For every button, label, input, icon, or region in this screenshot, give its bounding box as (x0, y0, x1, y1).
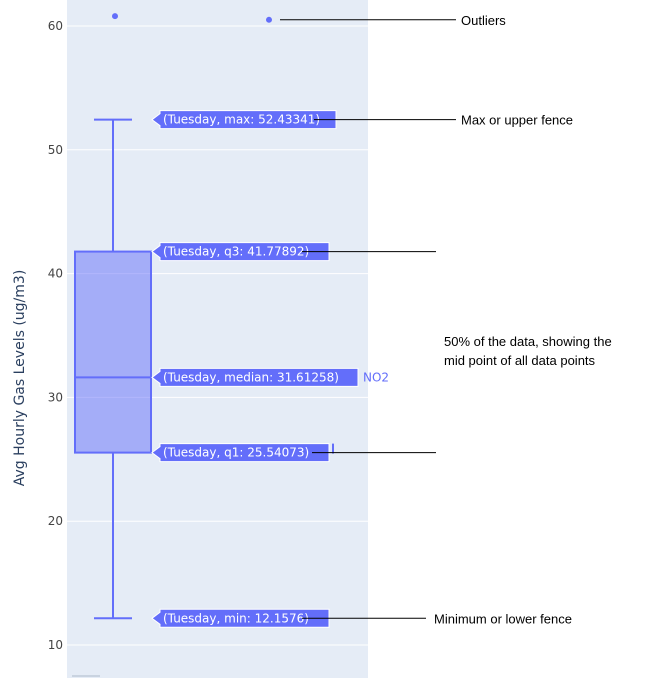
hover-label-text: (Tuesday, q3: 41.77892) (163, 245, 309, 259)
hover-label-text: (Tuesday, q1: 25.54073) (163, 446, 309, 460)
annotation-1: Max or upper fence (314, 113, 573, 128)
series-name-label: NO2 (363, 370, 389, 384)
iqr-box[interactable] (74, 250, 152, 454)
annotations: Outliers Max or upper fence 50% of the dat… (280, 13, 612, 626)
y-tick-label-20: 20 (48, 514, 63, 528)
hover-label-min: (Tuesday, min: 12.1576) (151, 608, 330, 628)
annotation-text: Max or upper fence (461, 113, 573, 128)
hover-label-text: (Tuesday, max: 52.43341) (163, 113, 320, 127)
y-tick-label-30: 30 (48, 390, 63, 404)
hover-label-text: (Tuesday, median: 31.61258) (163, 370, 339, 384)
box-trace[interactable] (74, 13, 272, 620)
hover-label-q1: (Tuesday, q1: 25.54073) (151, 443, 334, 463)
annotation-text: Minimum or lower fence (434, 611, 572, 626)
annotation-5: Minimum or lower fence (302, 611, 572, 626)
annotation-text-line2: mid point of all data points (444, 353, 596, 368)
y-tick-label-10: 10 (48, 638, 63, 652)
y-tick-label-50: 50 (48, 143, 63, 157)
outlier-point[interactable] (266, 16, 272, 23)
annotation-3: 50% of the data, showing the mid point of… (444, 334, 612, 368)
y-axis-ticks: 10 20 30 40 50 60 (48, 19, 100, 677)
annotation-text: Outliers (461, 13, 506, 28)
hover-label-median: (Tuesday, median: 31.61258) NO2 (151, 367, 389, 387)
hover-label-q3: (Tuesday, q3: 41.77892) (151, 242, 330, 262)
hover-labels: (Tuesday, max: 52.43341) (Tuesday, q3: 41… (151, 110, 389, 628)
hover-label-max: (Tuesday, max: 52.43341) (151, 110, 337, 130)
annotation-0: Outliers (280, 13, 506, 28)
y-tick-label-60: 60 (48, 19, 63, 33)
hover-label-text: (Tuesday, min: 12.1576) (163, 611, 309, 625)
outlier-point[interactable] (112, 13, 118, 20)
annotation-text: 50% of the data, showing the (444, 334, 612, 349)
y-axis-title: Avg Hourly Gas Levels (ug/m3) (12, 270, 28, 487)
y-tick-label-40: 40 (48, 267, 63, 281)
